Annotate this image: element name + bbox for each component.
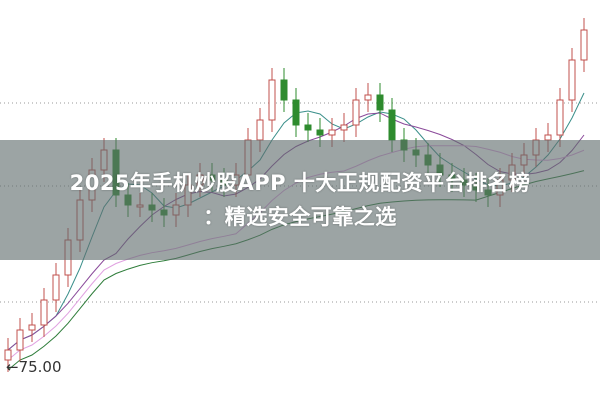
- candle-body: [568, 59, 576, 101]
- candle-body: [352, 99, 360, 126]
- candle-body: [256, 119, 264, 141]
- candle-body: [16, 329, 24, 351]
- candle-body: [28, 324, 36, 331]
- candle-body: [280, 79, 288, 101]
- candle-body: [388, 109, 396, 141]
- title-line-2: ：精选安全可靠之选: [203, 205, 397, 229]
- candle-body: [40, 299, 48, 326]
- title-banner: 2025年手机炒股APP 十大正规配资平台排名榜 ：精选安全可靠之选: [0, 140, 600, 260]
- candle-body: [316, 129, 324, 136]
- candle-body: [364, 94, 372, 101]
- candle-body: [268, 79, 276, 121]
- candle-body: [328, 129, 336, 136]
- candle-body: [4, 349, 12, 361]
- candle-body: [556, 99, 564, 136]
- candle-body: [580, 29, 588, 61]
- title-line-1: 2025年手机炒股APP 十大正规配资平台排名榜: [69, 171, 531, 195]
- candle-body: [376, 94, 384, 111]
- min-price-label: ←75.00: [6, 358, 62, 376]
- candle-body: [52, 274, 60, 301]
- candle-body: [292, 99, 300, 126]
- candle-body: [304, 124, 312, 131]
- candle-body: [340, 124, 348, 131]
